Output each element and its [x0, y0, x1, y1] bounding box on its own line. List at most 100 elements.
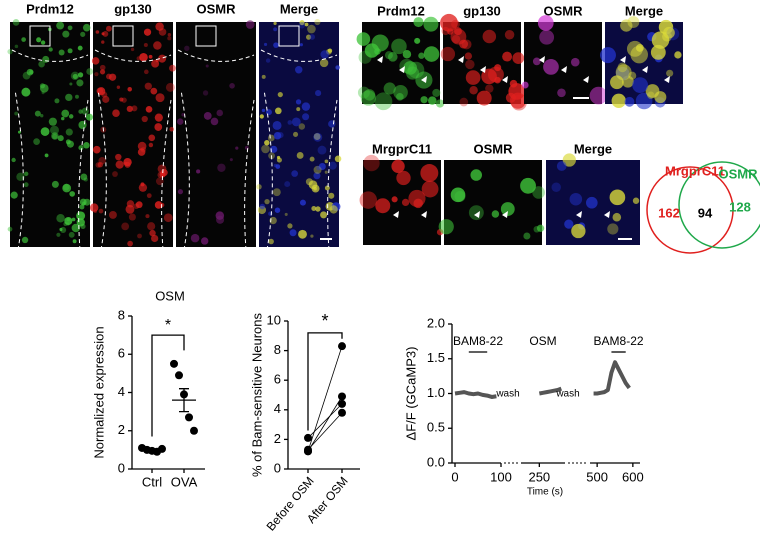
cell [86, 68, 94, 75]
cell [291, 170, 299, 177]
cell [450, 187, 466, 203]
cell [72, 239, 77, 244]
cell [76, 79, 84, 87]
cell [276, 157, 282, 163]
cell [420, 96, 428, 104]
cell [274, 107, 282, 115]
cell [77, 45, 83, 51]
cell [628, 71, 637, 80]
y-tick-label: 6 [118, 346, 125, 361]
cell [133, 203, 140, 210]
cell [176, 118, 184, 125]
cell [620, 19, 633, 32]
cell [265, 58, 271, 63]
cell [99, 69, 106, 75]
cell [438, 219, 454, 235]
cell [154, 113, 163, 122]
cell [647, 91, 655, 100]
cell [140, 182, 145, 187]
cell [131, 105, 138, 112]
cell [85, 113, 94, 121]
cell [562, 153, 576, 167]
cell [51, 132, 59, 140]
cell [557, 88, 566, 98]
cell [272, 188, 281, 197]
cell [543, 59, 559, 75]
cell [89, 203, 99, 212]
cell [216, 109, 224, 117]
cell [33, 138, 40, 145]
cell [315, 206, 321, 212]
cell [488, 66, 504, 83]
channel-label: OSMR [474, 141, 514, 156]
cell [137, 141, 147, 151]
cell [105, 25, 112, 32]
cell [491, 210, 500, 218]
arrowhead [399, 66, 405, 73]
cell [482, 29, 497, 44]
cell [414, 37, 421, 44]
note: wash [495, 389, 519, 400]
cell [127, 86, 132, 92]
cell [324, 170, 328, 174]
cell [291, 117, 301, 127]
cell [440, 46, 456, 62]
cell [630, 45, 648, 64]
cell [23, 171, 29, 177]
cell [56, 232, 61, 237]
x-tick-label: Before OSM [264, 474, 317, 534]
cell [78, 120, 87, 130]
cell [169, 64, 176, 72]
data-point [158, 444, 166, 453]
cell [155, 22, 164, 31]
arrowhead [458, 56, 464, 63]
data-point [304, 445, 312, 454]
cell [536, 224, 545, 232]
cell [358, 50, 372, 64]
cell [610, 75, 624, 90]
y-tick-label: 8 [274, 342, 281, 357]
cell [564, 219, 574, 229]
cell [153, 41, 162, 50]
cell [11, 157, 16, 163]
cell [296, 152, 304, 159]
venn-label: OSMR [719, 166, 759, 181]
cell [135, 201, 143, 209]
inset-box [112, 25, 134, 47]
cell [145, 105, 153, 113]
cell [423, 46, 440, 62]
cell [36, 37, 42, 43]
x-tick-label: 0 [451, 469, 458, 484]
cell [277, 91, 283, 98]
cell [298, 22, 306, 29]
cell [71, 217, 76, 222]
cell [115, 160, 124, 169]
y-tick-label: 0.5 [427, 420, 445, 435]
cell [418, 52, 425, 59]
cell [585, 196, 598, 209]
cell [82, 23, 91, 32]
data-point [304, 433, 312, 442]
cell [115, 153, 122, 161]
cell [101, 40, 105, 44]
cell [148, 134, 156, 142]
venn-set-a [646, 166, 734, 254]
venn-set-b [678, 161, 760, 249]
cell [158, 54, 167, 63]
cell [217, 163, 226, 172]
cell [551, 182, 561, 192]
cell [261, 74, 266, 79]
cell [485, 84, 494, 93]
venn-count: 128 [729, 199, 751, 214]
cell [476, 90, 492, 106]
y-tick-label: 1.0 [427, 385, 445, 400]
stimulus-label: BAM8-22 [594, 334, 644, 348]
cell [570, 57, 580, 67]
cell [600, 47, 616, 64]
data-point [338, 408, 346, 417]
cell [264, 198, 270, 205]
cell [609, 189, 626, 206]
cell [112, 109, 120, 118]
cell [309, 34, 316, 40]
cell [328, 161, 337, 170]
